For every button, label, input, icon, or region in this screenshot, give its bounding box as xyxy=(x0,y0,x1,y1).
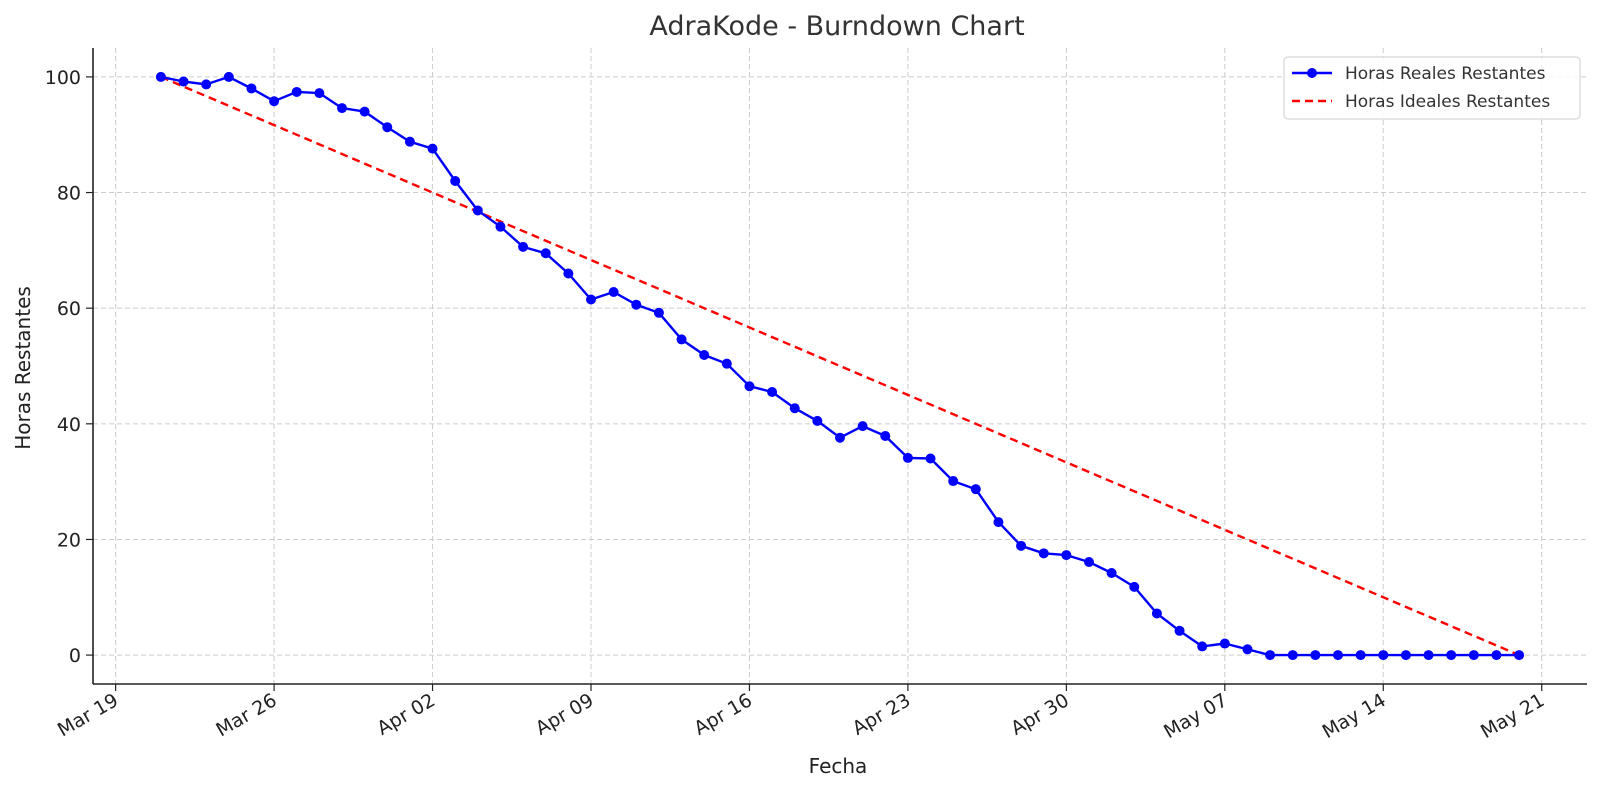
y-tick-label: 0 xyxy=(69,645,81,667)
actual-hours-point xyxy=(472,205,483,216)
actual-hours-point xyxy=(427,143,438,154)
axes: Mar 19 Mar 26 Apr 02 Apr 09 Apr 16 Apr 23 Apr … xyxy=(45,48,1587,743)
actual-hours-point xyxy=(1016,540,1027,551)
actual-hours-point xyxy=(699,350,710,361)
actual-hours-point xyxy=(1242,644,1253,655)
y-tick-label: 60 xyxy=(57,298,81,320)
actual-hours-point xyxy=(653,307,664,318)
legend: Horas Reales Restantes Horas Ideales Rest… xyxy=(1283,56,1581,120)
actual-hours-point xyxy=(925,453,936,464)
y-tick-label: 80 xyxy=(57,183,81,205)
x-tick-label: May 14 xyxy=(1319,689,1390,743)
actual-hours-point xyxy=(1355,650,1366,661)
x-axis-label: Fecha xyxy=(809,754,868,778)
actual-hours-point xyxy=(450,175,461,186)
actual-hours-point xyxy=(291,86,302,97)
y-tick-label: 20 xyxy=(57,529,81,551)
actual-hours-point xyxy=(1491,650,1502,661)
x-tick-label: Apr 09 xyxy=(532,689,598,740)
actual-hours-point xyxy=(857,421,868,432)
actual-hours-point xyxy=(518,241,529,252)
y-tick-label: 100 xyxy=(45,67,81,89)
x-tick-label: May 21 xyxy=(1477,689,1548,743)
actual-hours-point xyxy=(1468,650,1479,661)
actual-hours-point xyxy=(223,71,234,82)
actual-hours-point xyxy=(631,299,642,310)
actual-hours-point xyxy=(269,96,280,107)
actual-hours-point xyxy=(563,268,574,279)
actual-hours-point xyxy=(1446,650,1457,661)
actual-hours-point xyxy=(201,79,212,90)
actual-hours-point xyxy=(1084,557,1094,568)
actual-hours-point xyxy=(1061,550,1072,561)
y-axis-label: Horas Restantes xyxy=(11,286,35,450)
actual-hours-point xyxy=(540,248,551,259)
actual-hours-point xyxy=(835,432,845,443)
legend-box xyxy=(1283,56,1581,120)
actual-hours-point xyxy=(1265,650,1276,661)
actual-hours-point xyxy=(812,415,823,426)
ideal-hours-line xyxy=(160,75,1520,657)
actual-hours-point xyxy=(608,286,619,297)
legend-marker-actual xyxy=(1307,68,1317,78)
actual-hours-point xyxy=(155,71,166,82)
x-tick-label: Apr 30 xyxy=(1007,689,1073,740)
x-tick-label: May 07 xyxy=(1160,689,1231,743)
legend-label-ideal: Horas Ideales Restantes xyxy=(1345,92,1550,112)
actual-hours-point xyxy=(337,103,347,114)
actual-hours-point xyxy=(1151,608,1162,619)
actual-hours-point xyxy=(1310,650,1321,661)
actual-hours-point xyxy=(880,430,891,441)
actual-hours-point xyxy=(970,484,981,495)
actual-hours-point xyxy=(744,381,755,392)
x-tick-label: Apr 16 xyxy=(690,689,756,740)
actual-hours-point xyxy=(178,76,189,87)
actual-hours-point xyxy=(1129,581,1140,592)
actual-hours-point xyxy=(1174,625,1185,636)
x-tick-label: Mar 19 xyxy=(54,689,122,741)
actual-hours-point xyxy=(676,334,687,345)
actual-hours-point xyxy=(993,517,1004,528)
chart-title: AdraKode - Burndown Chart xyxy=(649,11,1024,42)
actual-hours-point xyxy=(1287,650,1298,661)
actual-hours-point xyxy=(586,294,596,305)
actual-hours-point xyxy=(948,476,959,487)
actual-hours-point xyxy=(721,358,732,369)
actual-hours-point xyxy=(1038,548,1049,559)
actual-hours-point xyxy=(1378,650,1389,661)
actual-hours-point xyxy=(1333,650,1343,661)
actual-hours-point xyxy=(1197,641,1208,652)
actual-hours-point xyxy=(1106,567,1117,578)
x-tick-label: Mar 26 xyxy=(212,689,280,741)
actual-hours-point xyxy=(404,136,415,147)
actual-hours-point xyxy=(382,122,393,133)
actual-hours-point xyxy=(246,83,257,94)
actual-hours-point xyxy=(767,387,778,398)
actual-hours-point xyxy=(902,452,913,463)
legend-label-actual: Horas Reales Restantes xyxy=(1345,64,1546,84)
actual-hours-point xyxy=(789,403,800,414)
series-layer xyxy=(155,71,1525,661)
x-tick-label: Apr 23 xyxy=(849,689,915,740)
y-tick-label: 40 xyxy=(57,414,81,436)
actual-hours-point xyxy=(1423,650,1434,661)
actual-hours-point xyxy=(1400,650,1411,661)
actual-hours-point xyxy=(1219,638,1230,649)
actual-hours-point xyxy=(495,221,506,232)
actual-hours-point xyxy=(314,88,325,99)
actual-hours-point xyxy=(1514,650,1525,661)
x-tick-label: Apr 02 xyxy=(373,689,439,740)
actual-hours-point xyxy=(359,106,370,117)
